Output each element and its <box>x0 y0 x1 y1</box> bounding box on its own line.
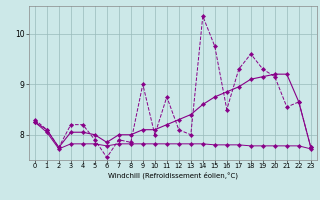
X-axis label: Windchill (Refroidissement éolien,°C): Windchill (Refroidissement éolien,°C) <box>108 172 238 179</box>
